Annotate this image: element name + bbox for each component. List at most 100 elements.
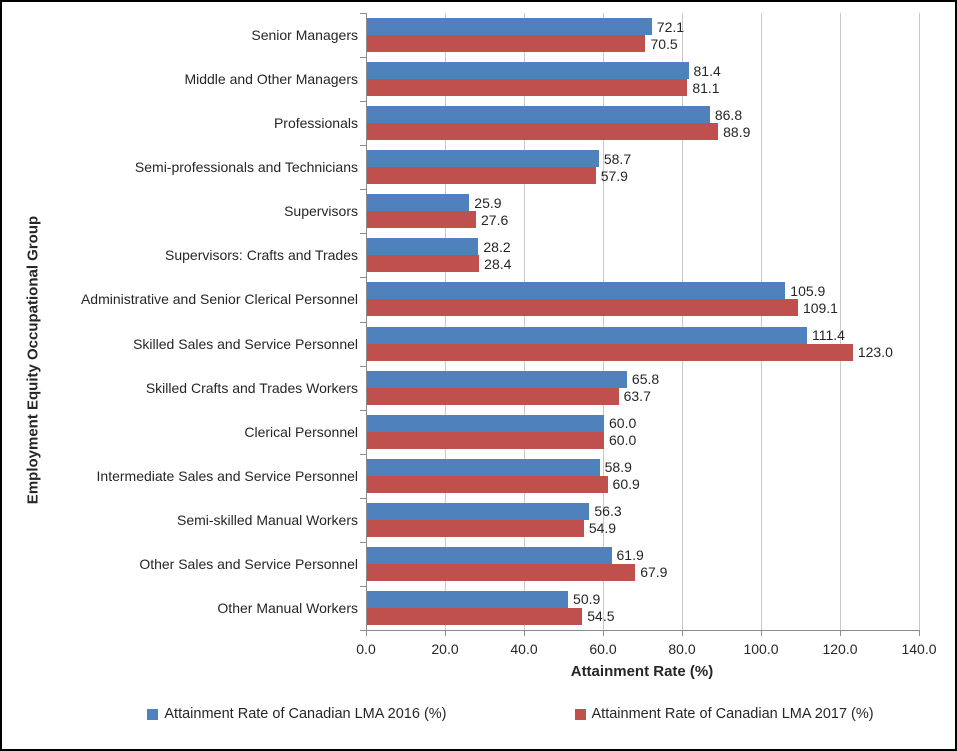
category-label: Professionals [273,115,358,132]
bar-value-label: 54.5 [587,608,615,625]
bar-series-0 [367,590,569,608]
x-tick-mark [366,630,367,636]
bar-series-1 [367,475,608,493]
bar-series-0 [367,414,604,432]
bar-series-0 [367,18,652,36]
legend-item-2017: Attainment Rate of Canadian LMA 2017 (%) [574,706,874,722]
gridline [445,13,446,630]
category-label: Senior Managers [251,27,358,44]
y-tick-mark [360,189,366,191]
y-tick-mark [360,497,366,499]
category-label: Intermediate Sales and Service Personnel [96,467,358,484]
category-label: Clerical Personnel [244,423,358,440]
category-label: Administrative and Senior Clerical Perso… [80,291,358,308]
y-tick-mark [360,541,366,543]
bar-series-1 [367,343,853,361]
bar-series-1 [367,431,604,449]
x-tick-label: 120.0 [822,641,858,657]
legend-label-2016: Attainment Rate of Canadian LMA 2016 (%) [164,706,447,722]
y-tick-mark [360,409,366,411]
y-tick-mark [360,57,366,59]
y-tick-mark [360,277,366,279]
bar-series-1 [367,167,596,185]
x-axis-line [366,630,920,631]
legend: Attainment Rate of Canadian LMA 2016 (%)… [2,706,955,722]
x-tick-mark [603,630,604,636]
bar-value-label: 50.9 [573,591,601,608]
category-label: Middle and Other Managers [184,71,358,88]
y-axis-title: Employment Equity Occupational Group [24,215,42,505]
y-tick-mark [360,13,366,14]
bar-series-0 [367,62,689,80]
bar-value-label: 72.1 [656,18,685,35]
x-tick-mark [682,630,683,636]
bar-series-0 [367,546,612,564]
bar-series-0 [367,194,470,212]
legend-swatch-2017 [574,708,586,720]
y-tick-mark [360,233,366,235]
legend-swatch-2016 [147,708,159,720]
bar-series-1 [367,123,719,141]
x-tick-label: 20.0 [431,641,459,657]
bar-value-label: 54.9 [588,520,617,537]
x-tick-mark [761,630,762,636]
category-label: Other Manual Workers [217,599,358,616]
bar-value-label: 56.3 [594,503,622,520]
category-label: Supervisors [284,203,358,220]
category-label: Semi-professionals and Technicians [134,159,358,176]
bar-value-label: 88.9 [723,123,751,140]
y-axis-line [366,13,367,631]
x-tick-label: 80.0 [668,641,696,657]
bar-value-label: 81.4 [693,62,721,79]
x-tick-label: 100.0 [743,641,779,657]
x-tick-mark [524,630,525,636]
legend-label-2017: Attainment Rate of Canadian LMA 2017 (%) [591,706,874,722]
y-tick-mark [360,101,366,103]
bar-value-label: 28.2 [483,238,511,255]
legend-item-2016: Attainment Rate of Canadian LMA 2016 (%) [147,706,447,722]
bar-series-1 [367,387,619,405]
bar-value-label: 60.0 [609,432,637,449]
bar-value-label: 60.9 [612,476,640,493]
bar-value-label: 25.9 [474,194,502,211]
bar-value-label: 86.8 [714,106,743,123]
y-tick-mark [360,453,366,455]
bar-series-0 [367,326,808,344]
x-tick-mark [919,630,920,636]
bar-series-1 [367,563,636,581]
bar-value-label: 28.4 [484,255,512,272]
bar-value-label: 60.0 [609,415,637,432]
x-tick-mark [445,630,446,636]
bar-series-1 [367,519,584,537]
bar-value-label: 58.7 [603,150,632,167]
gridline [840,13,841,630]
bar-value-label: 67.9 [640,564,668,581]
category-label: Skilled Crafts and Trades Workers [145,379,358,396]
category-label: Supervisors: Crafts and Trades [165,247,358,264]
bar-value-label: 123.0 [857,344,893,361]
bar-value-label: 105.9 [790,282,826,299]
bar-series-1 [367,299,798,317]
y-tick-mark [360,145,366,147]
category-label: Semi-skilled Manual Workers [176,511,358,528]
gridline [603,13,604,630]
bar-value-label: 58.9 [604,459,632,476]
y-tick-mark [360,321,366,323]
gridline [682,13,683,630]
bar-series-0 [367,502,590,520]
bar-series-1 [367,211,477,229]
gridline [524,13,525,630]
bar-value-label: 81.1 [692,79,720,96]
category-label: Skilled Sales and Service Personnel [133,335,358,352]
x-tick-mark [840,630,841,636]
gridline [761,13,762,630]
bar-series-0 [367,458,600,476]
bar-value-label: 61.9 [616,547,644,564]
bar-series-0 [367,370,627,388]
category-label: Other Sales and Service Personnel [139,555,358,572]
bar-series-0 [367,150,599,168]
bar-value-label: 65.8 [631,371,660,388]
y-tick-mark [360,630,366,631]
